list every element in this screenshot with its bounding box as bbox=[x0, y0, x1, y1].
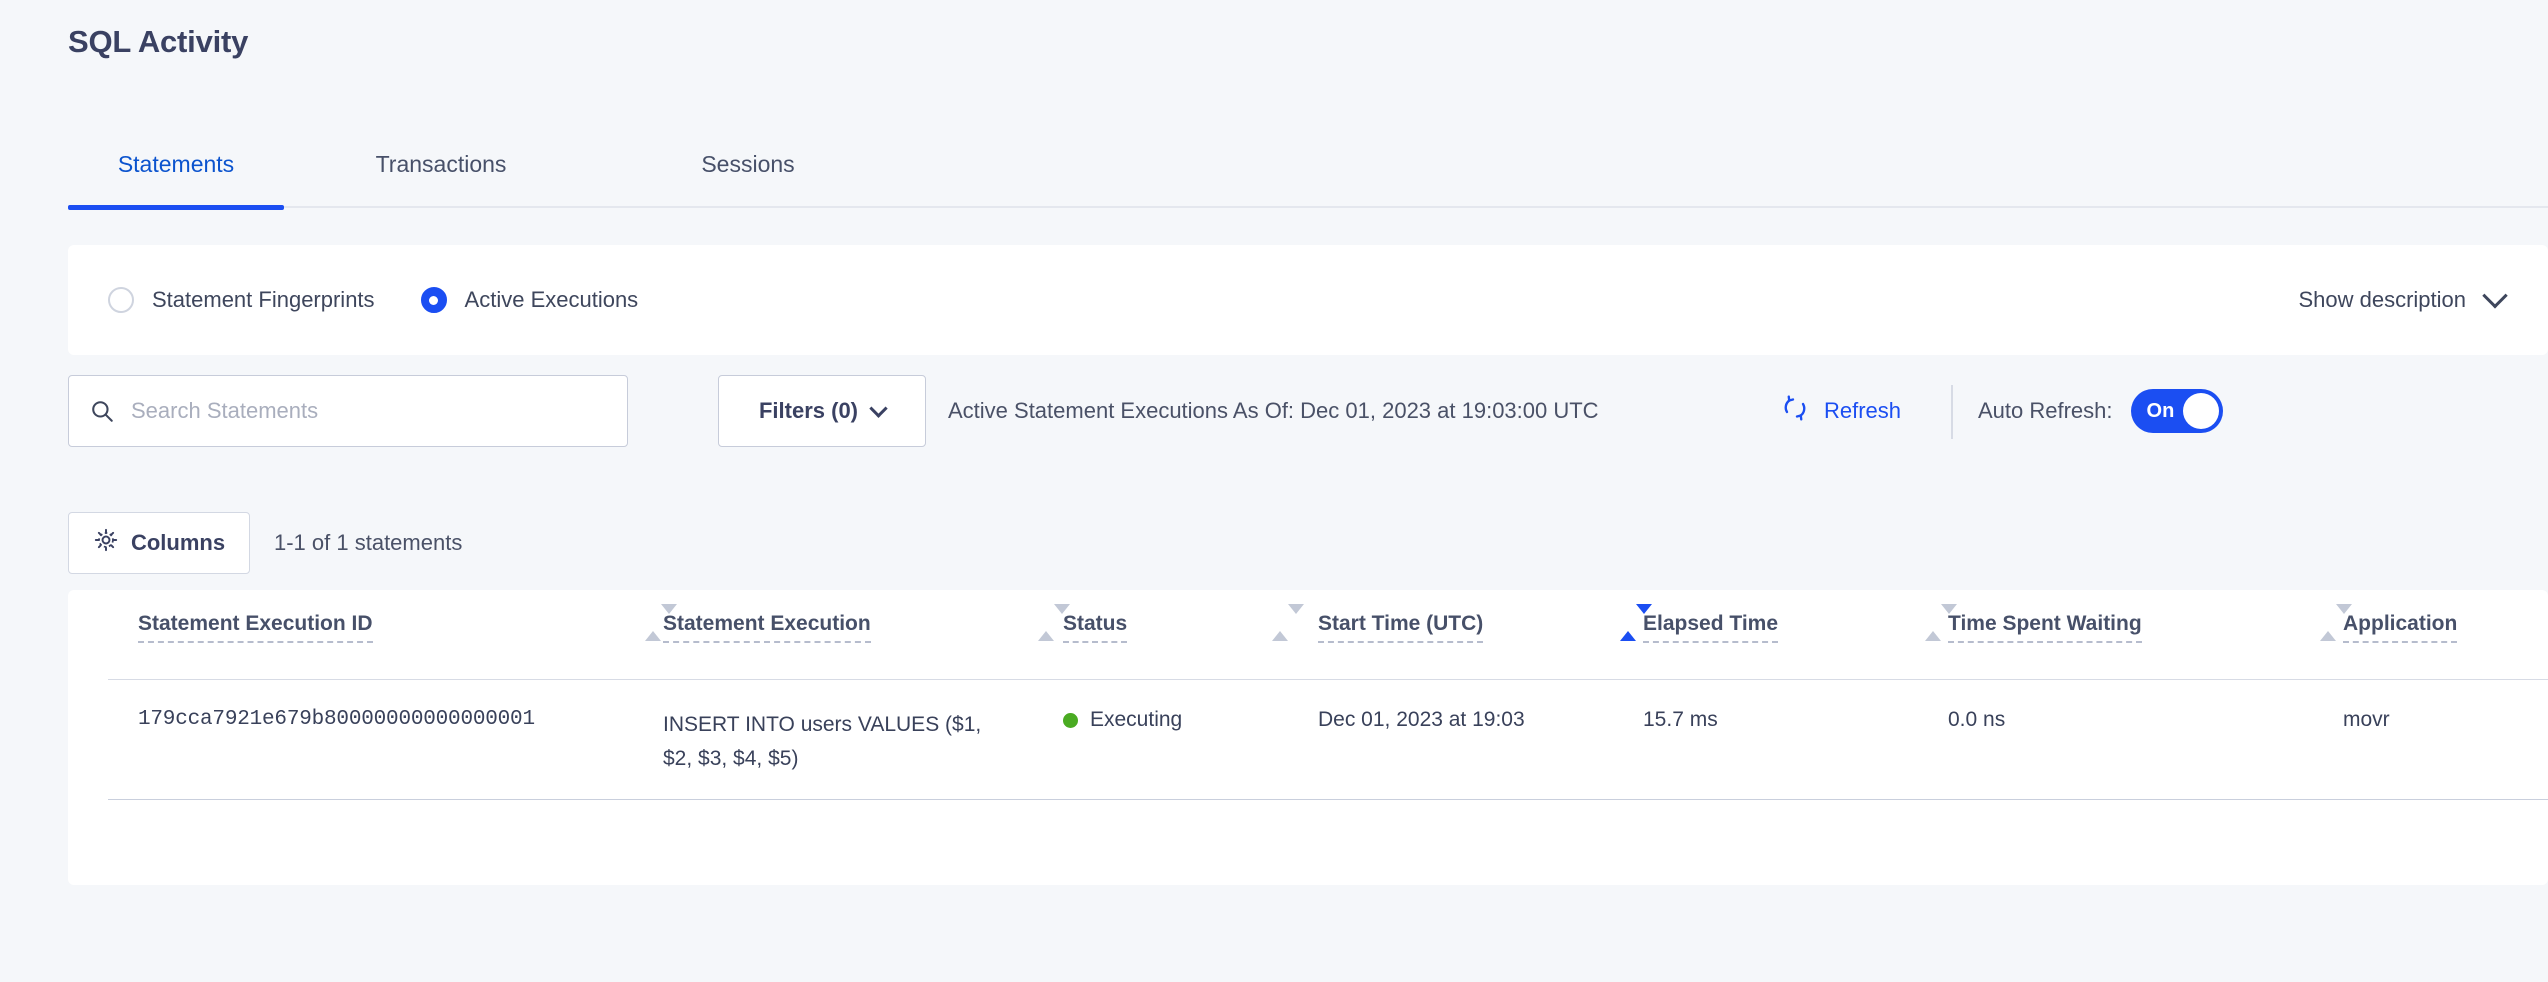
show-description-toggle[interactable]: Show description bbox=[2298, 245, 2508, 355]
radio-circle-icon bbox=[108, 287, 134, 313]
radio-active-executions-label: Active Executions bbox=[464, 287, 639, 312]
gear-icon bbox=[93, 527, 119, 559]
tab-transactions[interactable]: Transactions bbox=[346, 136, 536, 208]
sort-toggle-statement-execution-id[interactable] bbox=[623, 604, 677, 641]
auto-refresh-label: Auto Refresh: bbox=[1978, 398, 2113, 423]
sort-arrows-icon bbox=[645, 604, 677, 641]
column-header-elapsed-time[interactable]: Elapsed Time bbox=[1643, 612, 1779, 643]
refresh-button[interactable]: Refresh bbox=[1780, 375, 1901, 447]
tab-statements-label: Statements bbox=[117, 151, 235, 177]
sort-toggle-time-spent-waiting[interactable] bbox=[2298, 604, 2352, 641]
search-icon bbox=[89, 398, 115, 424]
sort-toggle-status[interactable] bbox=[1250, 604, 1304, 641]
cell-time-spent-waiting: 0.0 ns bbox=[1948, 708, 2006, 731]
sort-arrows-icon bbox=[2320, 604, 2352, 641]
view-selector-radio-group: Statement Fingerprints Active Executions bbox=[108, 245, 684, 355]
column-header-status[interactable]: Status bbox=[1063, 612, 1128, 643]
search-statements-box[interactable]: Search Statements bbox=[68, 375, 628, 447]
cell-execution-id: 179cca7921e679b80000000000000001 bbox=[138, 708, 535, 731]
cell-start-time: Dec 01, 2023 at 19:03 bbox=[1318, 708, 1525, 731]
sort-toggle-elapsed-time[interactable] bbox=[1903, 604, 1957, 641]
auto-refresh-state-label: On bbox=[2146, 400, 2175, 422]
tab-sessions[interactable]: Sessions bbox=[668, 136, 828, 208]
table-header-row: Statement Execution ID Statement Executi… bbox=[108, 590, 2548, 680]
sort-toggle-start-time[interactable] bbox=[1598, 604, 1652, 641]
column-header-start-time[interactable]: Start Time (UTC) bbox=[1318, 612, 1484, 643]
statements-table: Statement Execution ID Statement Executi… bbox=[108, 590, 2548, 800]
toolbar-divider bbox=[1951, 385, 1953, 439]
view-selector-panel: Statement Fingerprints Active Executions… bbox=[68, 245, 2548, 355]
sort-arrows-icon bbox=[1038, 604, 1070, 641]
result-count: 1-1 of 1 statements bbox=[274, 530, 463, 555]
filters-button[interactable]: Filters (0) bbox=[718, 375, 926, 447]
tab-statements[interactable]: Statements bbox=[68, 136, 284, 210]
refresh-button-label: Refresh bbox=[1824, 398, 1902, 423]
sort-toggle-application[interactable] bbox=[2526, 612, 2548, 630]
columns-button[interactable]: Columns bbox=[68, 512, 250, 574]
radio-statement-fingerprints-label: Statement Fingerprints bbox=[152, 287, 375, 312]
tab-transactions-label: Transactions bbox=[375, 151, 507, 177]
cell-status: Executing bbox=[1063, 708, 1182, 732]
chevron-down-icon bbox=[869, 398, 888, 418]
auto-refresh-toggle[interactable]: On bbox=[2130, 389, 2223, 433]
column-header-time-spent-waiting[interactable]: Time Spent Waiting bbox=[1948, 612, 2142, 643]
cell-statement[interactable]: INSERT INTO users VALUES ($1, $2, $3, $4… bbox=[663, 713, 982, 770]
column-header-statement-execution[interactable]: Statement Execution bbox=[663, 612, 871, 643]
statements-table-panel: Statement Execution ID Statement Executi… bbox=[68, 590, 2548, 885]
tab-bar: Statements Transactions Sessions bbox=[68, 136, 2548, 210]
status-dot-icon bbox=[1063, 712, 1078, 728]
radio-circle-selected-icon bbox=[420, 287, 447, 313]
as-of-timestamp: Active Statement Executions As Of: Dec 0… bbox=[948, 398, 1599, 423]
status-label: Executing bbox=[1090, 708, 1183, 731]
column-header-statement-execution-id[interactable]: Statement Execution ID bbox=[138, 612, 373, 643]
radio-statement-fingerprints[interactable]: Statement Fingerprints bbox=[108, 287, 375, 313]
statements-toolbar: Search Statements Filters (0) Active Sta… bbox=[68, 375, 2548, 447]
sort-arrows-icon bbox=[1272, 604, 1304, 641]
cell-elapsed-time: 15.7 ms bbox=[1643, 708, 1718, 731]
filters-button-label: Filters (0) bbox=[758, 398, 859, 423]
sort-arrows-icon-active bbox=[1620, 604, 1652, 641]
sort-arrows-icon bbox=[1925, 604, 1957, 641]
radio-active-executions[interactable]: Active Executions bbox=[420, 287, 639, 313]
refresh-circular-arrows-icon bbox=[1780, 393, 1810, 429]
search-input[interactable]: Search Statements bbox=[131, 398, 319, 423]
tab-sessions-label: Sessions bbox=[701, 151, 795, 177]
toggle-knob bbox=[2182, 393, 2219, 429]
auto-refresh-control: Auto Refresh: On bbox=[1978, 375, 2223, 447]
page-title: SQL Activity bbox=[68, 24, 249, 59]
column-header-application[interactable]: Application bbox=[2343, 612, 2458, 643]
table-controls-row: Columns 1-1 of 1 statements bbox=[68, 512, 462, 574]
columns-button-label: Columns bbox=[130, 530, 226, 555]
cell-application: movr bbox=[2343, 708, 2390, 731]
table-row[interactable]: 179cca7921e679b80000000000000001 INSERT … bbox=[108, 680, 2548, 800]
sort-toggle-statement-execution[interactable] bbox=[1016, 604, 1070, 641]
chevron-down-icon bbox=[2482, 283, 2508, 309]
show-description-label: Show description bbox=[2298, 287, 2466, 312]
table-body: 179cca7921e679b80000000000000001 INSERT … bbox=[108, 680, 2548, 800]
